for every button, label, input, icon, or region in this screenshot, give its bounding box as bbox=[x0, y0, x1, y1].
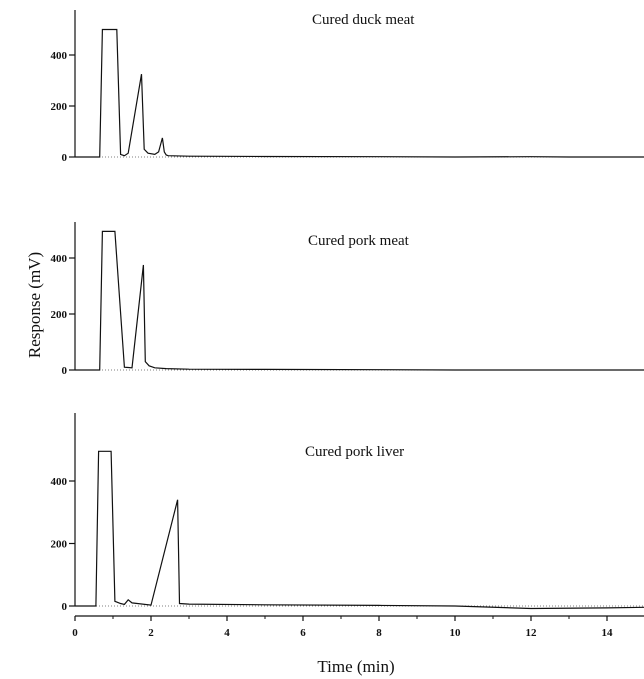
y-tick-label: 200 bbox=[51, 309, 68, 321]
y-tick-label: 0 bbox=[62, 152, 68, 164]
x-tick-label: 4 bbox=[224, 627, 230, 639]
x-tick-label: 14 bbox=[602, 627, 614, 639]
chromatogram-trace bbox=[75, 230, 644, 371]
y-tick-label: 0 bbox=[62, 601, 68, 613]
chromatogram-trace bbox=[75, 450, 644, 610]
panel-title-pork-meat: Cured pork meat bbox=[308, 233, 409, 249]
panels: 0 200 400 0 200 400 0 200 400 0 2 4 6 8 10 12 14 bbox=[51, 10, 644, 639]
y-axis-title: Response (mV) bbox=[25, 252, 44, 358]
panel-2: 0 200 400 0 2 4 6 8 10 12 14 bbox=[51, 413, 644, 639]
y-tick-label: 400 bbox=[51, 476, 68, 488]
y-tick-label: 400 bbox=[51, 50, 68, 62]
panel-title-pork-liver: Cured pork liver bbox=[305, 444, 405, 460]
x-tick-label: 6 bbox=[300, 627, 306, 639]
panel-1: 0 200 400 bbox=[51, 222, 644, 377]
y-tick-label: 0 bbox=[62, 365, 68, 377]
x-tick-label: 8 bbox=[376, 627, 382, 639]
y-tick-label: 200 bbox=[51, 101, 68, 113]
y-tick-label: 400 bbox=[51, 253, 68, 265]
x-tick-label: 12 bbox=[526, 627, 538, 639]
panel-0: 0 200 400 bbox=[51, 10, 644, 164]
x-tick-label: 2 bbox=[148, 627, 154, 639]
chromatogram-trace bbox=[75, 28, 644, 158]
y-tick-label: 200 bbox=[51, 539, 68, 551]
panel-title-duck: Cured duck meat bbox=[312, 12, 415, 28]
x-tick-label: 10 bbox=[450, 627, 462, 639]
x-tick-label: 0 bbox=[72, 627, 78, 639]
x-axis-title: Time (min) bbox=[317, 657, 394, 676]
